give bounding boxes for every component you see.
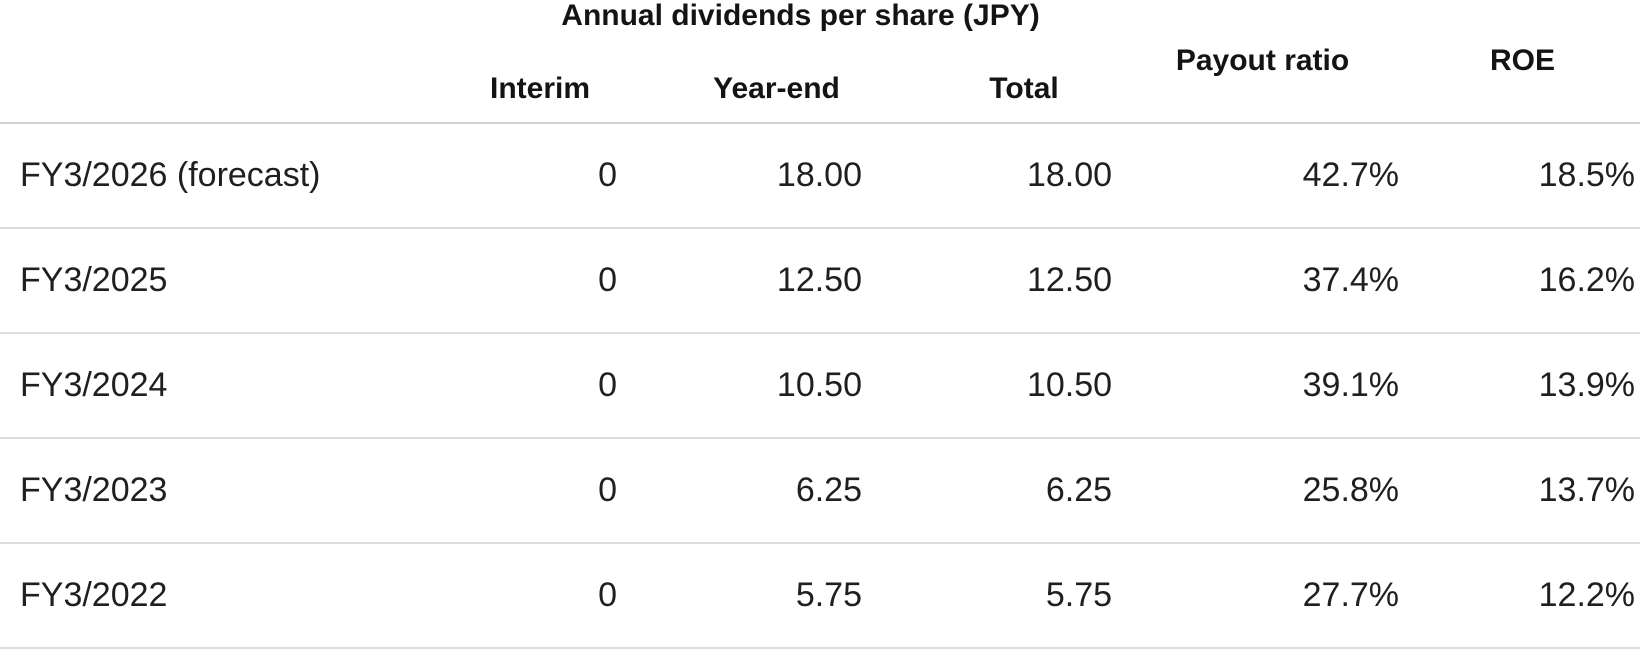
col-header-total: Total <box>870 55 1121 124</box>
table-header: Annual dividends per share (JPY) Payout … <box>0 0 1640 124</box>
cell-year-end: 10.50 <box>625 333 870 439</box>
col-header-year-end: Year-end <box>625 55 870 124</box>
cell-year-end: 5.75 <box>625 543 870 649</box>
table-title: Annual dividends per share (JPY) <box>561 0 1040 32</box>
cell-fiscal-year: FY3/2024 <box>0 333 455 439</box>
table-row: FY3/2023 0 6.25 6.25 25.8% 13.7% <box>0 438 1640 544</box>
cell-interim: 0 <box>455 123 625 229</box>
cell-interim: 0 <box>455 543 625 649</box>
cell-interim: 0 <box>455 333 625 439</box>
table-row: FY3/2025 0 12.50 12.50 37.4% 16.2% <box>0 228 1640 334</box>
col-header-payout-ratio: Payout ratio <box>1120 0 1406 124</box>
table-row: FY3/2026 (forecast) 0 18.00 18.00 42.7% … <box>0 123 1640 229</box>
cell-year-end: 18.00 <box>625 123 870 229</box>
cell-total: 12.50 <box>870 228 1121 334</box>
cell-fiscal-year: FY3/2022 <box>0 543 455 649</box>
cell-year-end: 12.50 <box>625 228 870 334</box>
cell-payout-ratio: 25.8% <box>1120 438 1406 544</box>
cell-total: 10.50 <box>870 333 1121 439</box>
label-column-header <box>0 0 455 124</box>
cell-fiscal-year: FY3/2025 <box>0 228 455 334</box>
cell-payout-ratio: 37.4% <box>1120 228 1406 334</box>
cell-roe: 13.9% <box>1405 333 1640 439</box>
table-body: FY3/2026 (forecast) 0 18.00 18.00 42.7% … <box>0 123 1640 649</box>
cell-payout-ratio: 39.1% <box>1120 333 1406 439</box>
cell-year-end: 6.25 <box>625 438 870 544</box>
cell-roe: 13.7% <box>1405 438 1640 544</box>
cell-total: 18.00 <box>870 123 1121 229</box>
cell-fiscal-year: FY3/2026 (forecast) <box>0 123 455 229</box>
cell-interim: 0 <box>455 228 625 334</box>
cell-roe: 16.2% <box>1405 228 1640 334</box>
table-row: FY3/2022 0 5.75 5.75 27.7% 12.2% <box>0 543 1640 649</box>
cell-payout-ratio: 27.7% <box>1120 543 1406 649</box>
table-row: FY3/2024 0 10.50 10.50 39.1% 13.9% <box>0 333 1640 439</box>
col-header-interim: Interim <box>455 55 625 124</box>
col-header-roe: ROE <box>1405 0 1640 124</box>
cell-roe: 18.5% <box>1405 123 1640 229</box>
cell-total: 6.25 <box>870 438 1121 544</box>
cell-roe: 12.2% <box>1405 543 1640 649</box>
cell-total: 5.75 <box>870 543 1121 649</box>
cell-payout-ratio: 42.7% <box>1120 123 1406 229</box>
cell-fiscal-year: FY3/2023 <box>0 438 455 544</box>
cell-interim: 0 <box>455 438 625 544</box>
